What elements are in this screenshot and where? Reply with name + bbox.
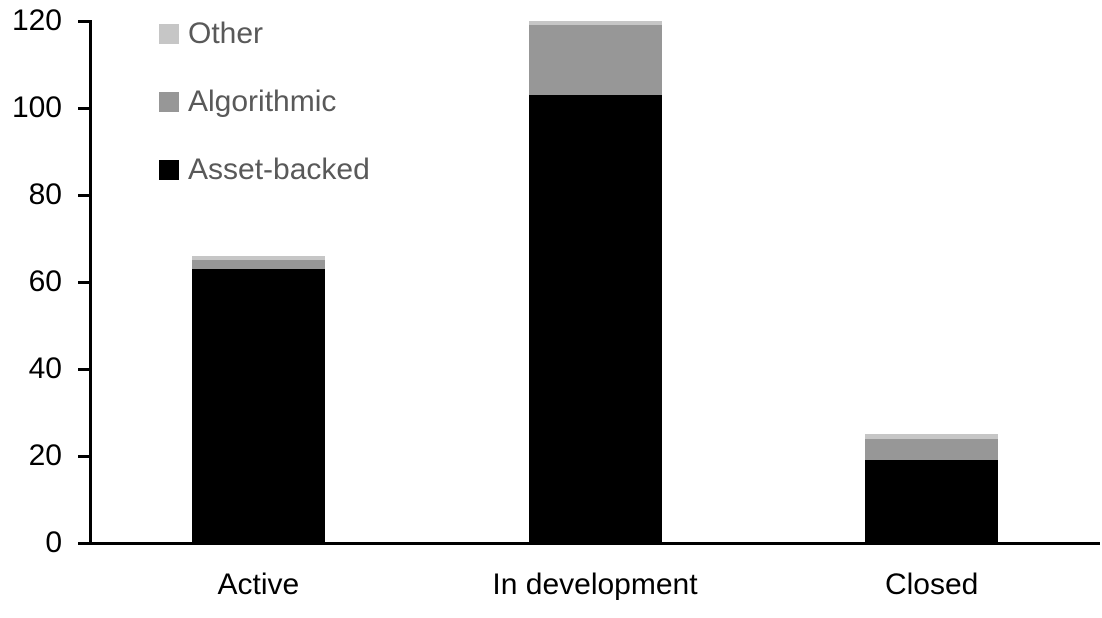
legend-label: Asset-backed	[188, 153, 370, 186]
y-axis-tick-100	[78, 106, 90, 110]
y-axis-line	[88, 20, 92, 544]
legend-swatch-icon	[159, 92, 179, 112]
legend-label: Algorithmic	[188, 85, 337, 118]
legend-item-other: Other	[159, 16, 370, 52]
y-tick-label-100: 100	[11, 91, 62, 124]
legend-label: Other	[188, 17, 264, 50]
bar-segment-other-in-development	[528, 21, 662, 26]
bar-segment-asset-backed-active	[191, 268, 325, 543]
x-category-label-closed: Closed	[884, 568, 979, 601]
bar-segment-algorithmic-active	[191, 260, 325, 269]
y-axis-tick-60	[78, 280, 90, 284]
y-tick-label-80: 80	[28, 178, 62, 211]
legend-item-algorithmic: Algorithmic	[159, 84, 370, 120]
x-category-label-in-development: In development	[492, 568, 698, 601]
bar-segment-algorithmic-closed	[865, 438, 999, 461]
legend-item-asset-backed: Asset-backed	[159, 152, 370, 188]
legend-swatch-icon	[159, 24, 179, 44]
bar-segment-other-closed	[865, 434, 999, 439]
y-axis-tick-120	[78, 19, 90, 23]
bar-segment-algorithmic-in-development	[528, 25, 662, 95]
x-category-label-active: Active	[217, 568, 300, 601]
bar-segment-asset-backed-in-development	[528, 94, 662, 543]
legend-swatch-icon	[159, 160, 179, 180]
y-axis-tick-80	[78, 193, 90, 197]
y-tick-label-20: 20	[28, 439, 62, 472]
chart-legend: Other Algorithmic Asset-backed	[159, 16, 370, 220]
bar-segment-other-active	[191, 255, 325, 261]
bar-segment-asset-backed-closed	[865, 460, 999, 543]
y-tick-label-120: 120	[11, 4, 62, 37]
y-axis-tick-40	[78, 367, 90, 371]
y-tick-label-0: 0	[45, 526, 62, 559]
y-axis-tick-0	[78, 541, 90, 545]
x-axis-line	[78, 541, 1100, 545]
y-tick-label-40: 40	[28, 352, 62, 385]
y-tick-label-60: 60	[28, 265, 62, 298]
y-axis-tick-20	[78, 454, 90, 458]
